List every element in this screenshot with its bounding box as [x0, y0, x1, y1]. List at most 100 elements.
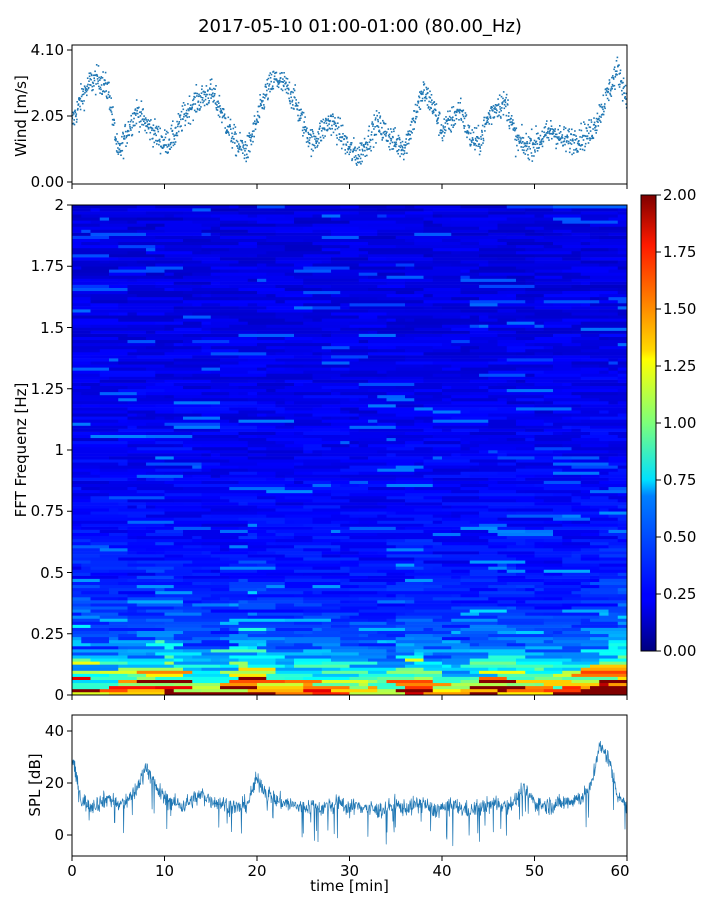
- heatmap-cell: [321, 404, 369, 408]
- heatmap-cell: [118, 388, 147, 393]
- heatmap-cell: [220, 413, 249, 417]
- heatmap-cell: [72, 324, 91, 328]
- wind-point: [190, 108, 193, 111]
- heatmap-cell: [303, 364, 323, 368]
- wind-point: [207, 89, 209, 91]
- wind-point: [300, 117, 302, 119]
- heatmap-cell: [136, 551, 156, 555]
- heatmap-cell: [590, 520, 619, 524]
- heatmap-cell: [247, 450, 304, 454]
- wind-point: [558, 132, 561, 134]
- heatmap-cell: [395, 667, 415, 671]
- heatmap-cell: [488, 214, 526, 218]
- heatmap-cell: [553, 685, 563, 690]
- heatmap-cell: [321, 355, 332, 359]
- wind-point: [293, 108, 295, 110]
- wind-point: [228, 134, 230, 136]
- wind-point: [309, 129, 312, 131]
- heatmap-cell: [599, 526, 609, 530]
- wind-point: [124, 123, 127, 126]
- wind-point: [251, 135, 254, 138]
- heatmap-cell: [266, 373, 313, 377]
- wind-point: [124, 125, 126, 128]
- wind-x-ticks: [71, 184, 628, 189]
- heatmap-cell: [516, 296, 535, 301]
- wind-point: [422, 81, 425, 83]
- heatmap-cell: [247, 551, 258, 555]
- wind-point: [256, 121, 259, 123]
- heatmap-cell: [220, 548, 230, 552]
- wind-point: [557, 137, 559, 139]
- heatmap-cell: [599, 575, 628, 579]
- wind-point: [512, 129, 515, 131]
- heatmap-cell: [247, 554, 286, 558]
- heatmap-cell: [90, 324, 128, 328]
- heatmap-cell: [118, 633, 138, 638]
- wind-point: [314, 138, 316, 140]
- heatmap-cell: [136, 578, 156, 582]
- heatmap-cell: [303, 266, 350, 270]
- heatmap-cell: [617, 520, 628, 524]
- wind-point: [389, 137, 392, 140]
- heatmap-cell: [321, 679, 369, 684]
- heatmap-cell: [321, 551, 341, 555]
- heatmap-cell: [312, 517, 360, 521]
- wind-point: [572, 134, 575, 136]
- wind-point: [187, 122, 190, 124]
- heatmap-cell: [183, 609, 212, 613]
- wind-point: [224, 117, 227, 120]
- heatmap-cell: [146, 223, 165, 227]
- heatmap-cell: [543, 633, 554, 638]
- wind-point: [105, 90, 107, 92]
- wind-point: [427, 87, 429, 90]
- wind-point: [139, 115, 142, 117]
- heatmap-cell: [590, 425, 628, 429]
- wind-point: [220, 110, 223, 113]
- wind-point: [353, 156, 356, 159]
- heatmap-cell: [247, 548, 267, 552]
- heatmap-cell: [497, 450, 508, 454]
- wind-point: [273, 78, 276, 80]
- heatmap-cell: [488, 538, 526, 543]
- wind-point: [80, 100, 83, 102]
- heatmap-cell: [368, 453, 387, 457]
- wind-point: [206, 93, 208, 96]
- heatmap-cell: [109, 587, 156, 592]
- wind-point: [534, 151, 536, 153]
- heatmap-cell: [118, 266, 147, 270]
- heatmap-cell: [127, 551, 138, 555]
- wind-point: [146, 126, 149, 128]
- heatmap-cell: [525, 257, 535, 261]
- heatmap-cell: [525, 290, 563, 295]
- heatmap-cell: [571, 250, 582, 255]
- wind-point: [149, 138, 151, 141]
- heatmap-cell: [460, 440, 471, 445]
- wind-point: [366, 154, 368, 157]
- heatmap-cell: [340, 560, 360, 564]
- heatmap-cell: [368, 223, 424, 227]
- heatmap-cell: [99, 241, 119, 246]
- heatmap-cell: [432, 483, 461, 488]
- heatmap-cell: [414, 407, 434, 411]
- wind-point: [124, 130, 127, 133]
- heatmap-cell: [479, 551, 498, 555]
- wind-point: [88, 72, 91, 75]
- wind-point: [424, 97, 427, 99]
- heatmap-cell: [516, 499, 545, 503]
- wind-point: [99, 79, 101, 81]
- heatmap-cell: [377, 296, 406, 301]
- heatmap-cell: [312, 413, 360, 417]
- wind-point: [530, 138, 532, 140]
- wind-point: [509, 121, 512, 124]
- heatmap-cell: [368, 287, 378, 292]
- heatmap-cell: [127, 649, 165, 653]
- heatmap-cell: [571, 538, 591, 543]
- heatmap-cell: [497, 587, 517, 592]
- heatmap-cell: [543, 247, 582, 252]
- heatmap-cell: [155, 376, 184, 380]
- heatmap-cell: [294, 621, 323, 625]
- heatmap-cell: [562, 624, 572, 628]
- heatmap-cell: [229, 639, 267, 644]
- wind-point: [529, 137, 531, 140]
- wind-point: [169, 143, 172, 146]
